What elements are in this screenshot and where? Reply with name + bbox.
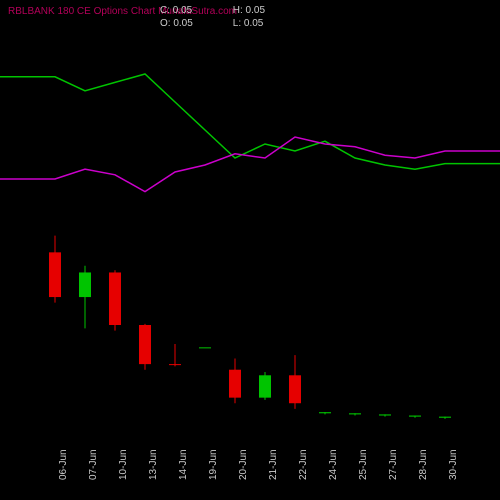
x-label: 07-Jun bbox=[88, 449, 99, 480]
chart-svg bbox=[0, 0, 500, 500]
x-label: 10-Jun bbox=[118, 449, 129, 480]
x-label: 28-Jun bbox=[418, 449, 429, 480]
ohlc-c: C: 0.05 bbox=[160, 4, 230, 17]
ohlc-box: C: 0.05 H: 0.05 O: 0.05 L: 0.05 bbox=[160, 4, 303, 30]
chart-container: RBLBANK 180 CE Options Chart MunafaSutra… bbox=[0, 0, 500, 500]
ohlc-h: H: 0.05 bbox=[233, 4, 303, 17]
x-label: 19-Jun bbox=[208, 449, 219, 480]
x-label: 22-Jun bbox=[298, 449, 309, 480]
x-label: 06-Jun bbox=[58, 449, 69, 480]
x-label: 13-Jun bbox=[148, 449, 159, 480]
x-label: 14-Jun bbox=[178, 449, 189, 480]
x-label: 27-Jun bbox=[388, 449, 399, 480]
ohlc-l: L: 0.05 bbox=[233, 17, 303, 30]
x-label: 20-Jun bbox=[238, 449, 249, 480]
ohlc-o: O: 0.05 bbox=[160, 17, 230, 30]
x-label: 30-Jun bbox=[448, 449, 459, 480]
x-label: 25-Jun bbox=[358, 449, 369, 480]
x-label: 24-Jun bbox=[328, 449, 339, 480]
x-label: 21-Jun bbox=[268, 449, 279, 480]
